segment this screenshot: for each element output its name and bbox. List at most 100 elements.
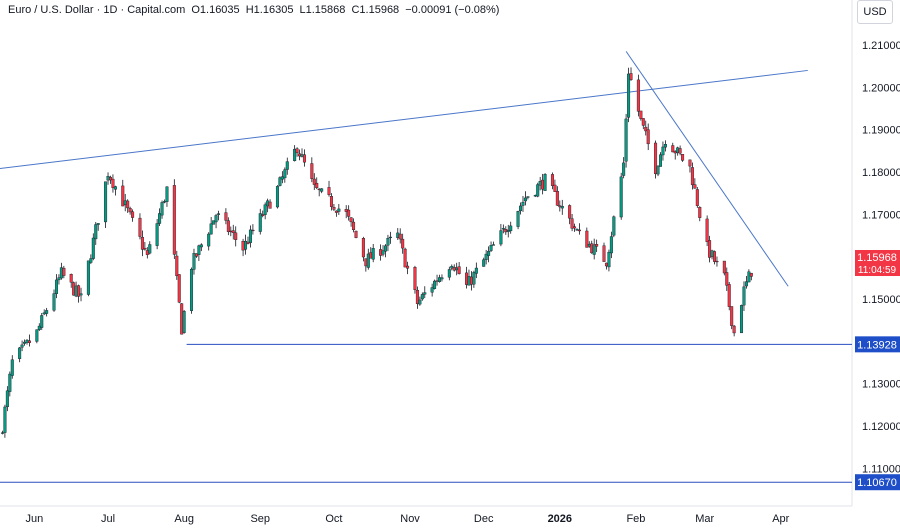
- candle[interactable]: [113, 186, 117, 190]
- candle[interactable]: [587, 243, 591, 247]
- candle[interactable]: [175, 255, 179, 277]
- candle[interactable]: [467, 276, 471, 286]
- candle[interactable]: [604, 262, 608, 267]
- candle[interactable]: [131, 211, 135, 218]
- candle[interactable]: [280, 176, 284, 180]
- candle[interactable]: [347, 209, 351, 217]
- candle[interactable]: [158, 213, 162, 224]
- candle[interactable]: [658, 154, 662, 167]
- candle[interactable]: [715, 260, 719, 263]
- candle[interactable]: [744, 281, 748, 287]
- candle[interactable]: [52, 293, 56, 311]
- candle[interactable]: [590, 243, 594, 254]
- candle[interactable]: [361, 238, 365, 258]
- candle[interactable]: [538, 180, 542, 186]
- candle[interactable]: [555, 191, 559, 206]
- candle[interactable]: [654, 142, 658, 174]
- candle[interactable]: [138, 217, 142, 237]
- candle[interactable]: [622, 162, 626, 176]
- candle[interactable]: [0, 432, 4, 434]
- candle[interactable]: [543, 174, 547, 191]
- candle[interactable]: [45, 310, 49, 314]
- candle[interactable]: [639, 110, 643, 119]
- candle[interactable]: [388, 236, 392, 239]
- candle[interactable]: [592, 244, 596, 255]
- candle[interactable]: [695, 189, 699, 206]
- candle[interactable]: [558, 205, 562, 208]
- candle[interactable]: [217, 213, 221, 215]
- candle[interactable]: [489, 245, 493, 251]
- candle[interactable]: [457, 266, 461, 274]
- trendline-descending-resistance[interactable]: [625, 51, 789, 287]
- candle[interactable]: [366, 253, 370, 268]
- candle[interactable]: [725, 272, 729, 286]
- candle[interactable]: [25, 339, 29, 343]
- candle[interactable]: [96, 223, 100, 225]
- candle[interactable]: [278, 177, 282, 186]
- candle[interactable]: [155, 223, 159, 246]
- candle[interactable]: [487, 250, 491, 256]
- candle[interactable]: [57, 277, 61, 281]
- candle[interactable]: [506, 229, 510, 232]
- candle[interactable]: [484, 253, 488, 260]
- candle[interactable]: [199, 244, 203, 248]
- candle[interactable]: [681, 154, 685, 161]
- candle[interactable]: [492, 244, 496, 246]
- candle[interactable]: [415, 289, 419, 304]
- candle[interactable]: [450, 266, 454, 269]
- candle[interactable]: [690, 167, 694, 186]
- candle[interactable]: [5, 390, 9, 408]
- candle[interactable]: [386, 238, 390, 246]
- candle[interactable]: [609, 236, 613, 254]
- candle[interactable]: [194, 253, 198, 257]
- candle[interactable]: [224, 212, 228, 221]
- candle[interactable]: [246, 241, 250, 244]
- symbol-label[interactable]: Euro / U.S. Dollar · 1D · Capital.com: [8, 4, 186, 16]
- candle[interactable]: [570, 218, 574, 229]
- trendline-upper-resistance[interactable]: [0, 69, 808, 176]
- candle[interactable]: [482, 259, 486, 267]
- candle[interactable]: [59, 267, 63, 279]
- candle[interactable]: [20, 344, 24, 348]
- candle[interactable]: [553, 184, 557, 192]
- candle[interactable]: [509, 225, 513, 232]
- candle[interactable]: [72, 282, 76, 296]
- candle[interactable]: [197, 245, 201, 255]
- candle[interactable]: [8, 373, 12, 392]
- candle[interactable]: [312, 178, 316, 185]
- candle[interactable]: [180, 303, 184, 335]
- candle[interactable]: [406, 265, 410, 269]
- candle[interactable]: [708, 240, 712, 258]
- candle[interactable]: [37, 325, 41, 330]
- candle[interactable]: [74, 285, 78, 297]
- candle[interactable]: [401, 238, 405, 249]
- candle[interactable]: [369, 252, 373, 259]
- candle[interactable]: [521, 201, 525, 206]
- candle[interactable]: [344, 209, 348, 212]
- candle[interactable]: [469, 276, 473, 285]
- candle[interactable]: [575, 229, 579, 231]
- candle[interactable]: [263, 204, 267, 215]
- candle[interactable]: [10, 359, 14, 376]
- candle[interactable]: [371, 248, 375, 260]
- candle[interactable]: [693, 184, 697, 189]
- candle[interactable]: [143, 247, 147, 250]
- candle[interactable]: [526, 196, 530, 198]
- candle[interactable]: [320, 188, 324, 192]
- candle[interactable]: [332, 207, 336, 210]
- candle[interactable]: [334, 210, 338, 213]
- candle[interactable]: [121, 185, 125, 207]
- candle[interactable]: [214, 215, 218, 223]
- candle[interactable]: [126, 200, 130, 209]
- candle[interactable]: [438, 277, 442, 282]
- candle[interactable]: [354, 230, 358, 238]
- candle[interactable]: [86, 260, 90, 295]
- candle[interactable]: [258, 213, 262, 232]
- candle[interactable]: [413, 267, 417, 290]
- candle[interactable]: [440, 277, 444, 280]
- candle[interactable]: [145, 250, 149, 255]
- candle[interactable]: [452, 267, 456, 271]
- candle[interactable]: [727, 284, 731, 307]
- candle[interactable]: [455, 267, 459, 271]
- candle[interactable]: [465, 272, 469, 285]
